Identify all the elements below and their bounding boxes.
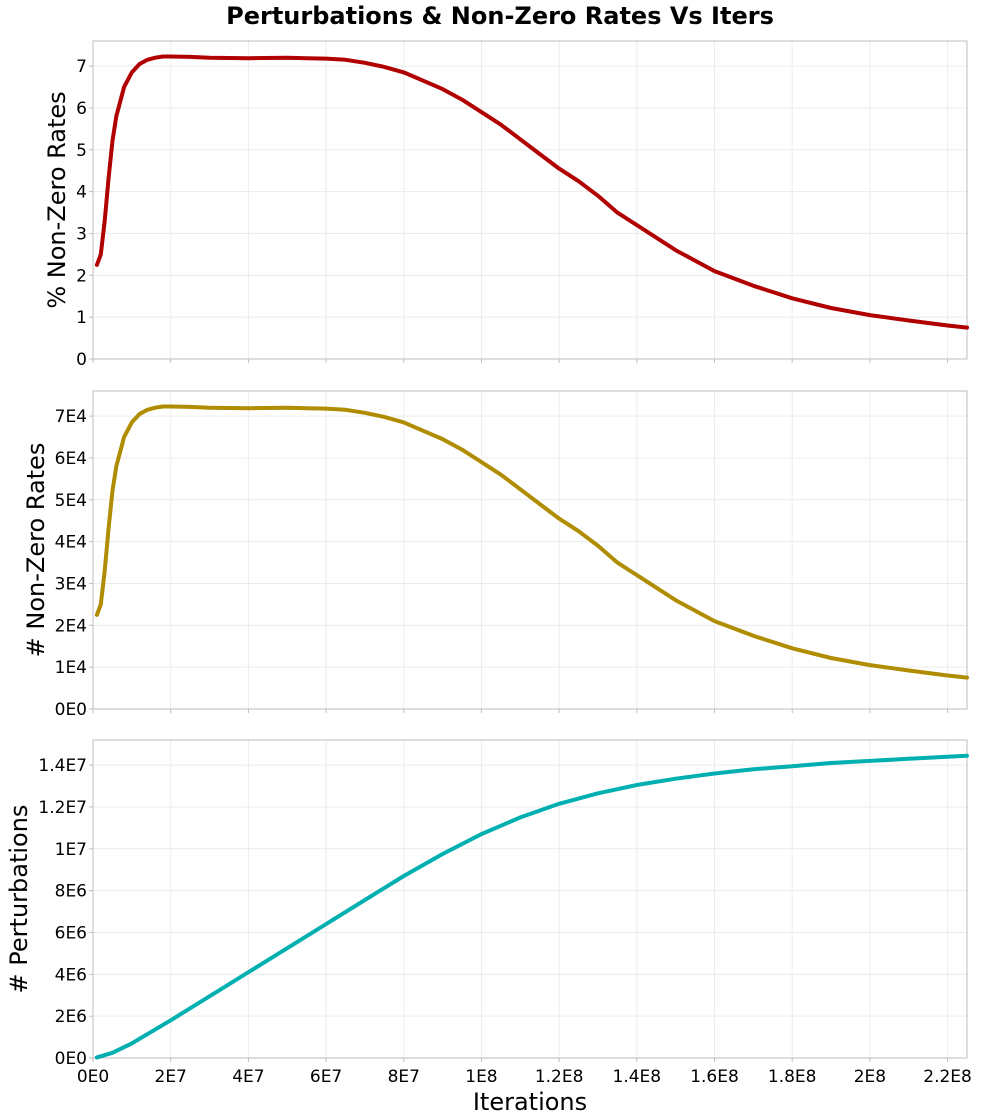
y-tick-label: 3: [76, 224, 87, 244]
x-tick-label: 1.4E8: [613, 1067, 662, 1087]
panel-perturbations: 0E0 2E6 4E6 6E6 8E6 1E7 1.2E7 1.4E7 0E0 2E7 4E7 6E7…: [5, 739, 972, 1087]
series-line-pct-nonzero: [94, 54, 969, 330]
y-tick-label: 3E4: [55, 574, 87, 594]
x-tick-label: 1.2E8: [535, 1067, 584, 1087]
y-tick-label: 2: [76, 266, 87, 286]
y-tick-label: 6: [76, 99, 87, 119]
y-tick-label: 1: [76, 308, 87, 328]
x-tick-label: 2.2E8: [923, 1067, 972, 1087]
y-tick-label: 1.4E7: [38, 756, 87, 776]
x-tick-label: 4E7: [232, 1067, 264, 1087]
y-tick-label: 4E6: [55, 965, 87, 985]
x-tick-label: 2E8: [854, 1067, 886, 1087]
y-tick-label: 7E4: [55, 407, 87, 427]
y-tick-label: 7: [76, 57, 87, 77]
chart-title: Perturbations & Non-Zero Rates Vs Iters: [226, 2, 774, 30]
x-axis-label: Iterations: [473, 1088, 587, 1116]
y-tick-label: 0: [76, 350, 87, 370]
y-tick-label: 5E4: [55, 491, 87, 511]
x-tick-label: 1.6E8: [690, 1067, 739, 1087]
y-tick-label: 2E6: [55, 1007, 87, 1027]
y-axis-label: % Non-Zero Rates: [43, 91, 71, 308]
series-line-perturbations: [94, 753, 969, 1060]
y-axis-label: # Perturbations: [5, 805, 33, 994]
y-tick-label: 8E6: [55, 882, 87, 902]
panel-count-nonzero: 0E0 1E4 2E4 3E4 4E4 5E4 6E4 7E4# Non-Zero Rates: [22, 390, 969, 720]
y-axis-label: # Non-Zero Rates: [22, 443, 50, 658]
plot-frame: [92, 390, 968, 710]
y-tick-label: 4E4: [55, 533, 87, 553]
y-tick-label: 0E0: [55, 700, 87, 720]
y-tick-label: 6E4: [55, 449, 87, 469]
y-tick-label: 6E6: [55, 923, 87, 943]
panel-pct-nonzero: 0 1 2 3 4 5 6 7% Non-Zero Rates: [43, 40, 969, 370]
x-tick-label: 1E8: [465, 1067, 497, 1087]
series-line-count-nonzero: [94, 404, 969, 680]
y-tick-label: 4: [76, 183, 87, 203]
plot-frame: [92, 739, 968, 1059]
y-tick-label: 1.2E7: [38, 798, 87, 818]
x-tick-label: 2E7: [155, 1067, 187, 1087]
y-tick-label: 0E0: [55, 1049, 87, 1069]
x-tick-label: 8E7: [388, 1067, 420, 1087]
x-tick-label: 6E7: [310, 1067, 342, 1087]
y-tick-label: 2E4: [55, 616, 87, 636]
y-tick-label: 1E7: [55, 840, 87, 860]
x-tick-label: 1.8E8: [768, 1067, 817, 1087]
y-tick-label: 1E4: [55, 658, 87, 678]
y-tick-label: 5: [76, 141, 87, 161]
x-tick-label: 0E0: [77, 1067, 109, 1087]
chart-panels: 0 1 2 3 4 5 6 7% Non-Zero Rates 0E0 1E4 2E4 3E4 4E4 5…: [5, 40, 972, 1087]
plot-frame: [92, 40, 968, 360]
